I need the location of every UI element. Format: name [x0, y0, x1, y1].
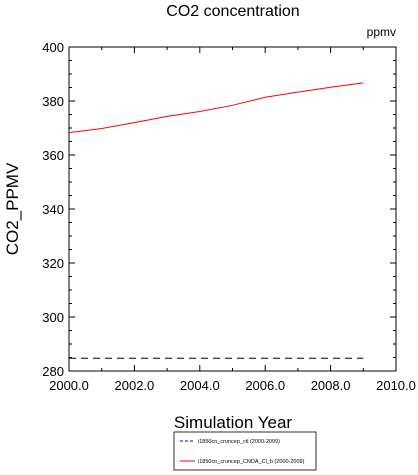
y-tick-label: 380 [42, 94, 64, 109]
y-tick-label: 360 [42, 148, 64, 163]
y-tick-label: 300 [42, 310, 64, 325]
x-tick-label: 2006.0 [245, 378, 285, 393]
x-tick-label: 2010.0 [376, 378, 416, 393]
chart-title: CO2 concentration [166, 3, 299, 20]
y-tick-label: 280 [42, 364, 64, 379]
units-label: ppmv [367, 25, 396, 39]
series-line-1 [68, 82, 364, 134]
series-layer [68, 82, 364, 359]
legend-entry-ctl: i1850cn_cruncep_ctl (2000-2009) [198, 439, 280, 445]
legend-entry-cnda: i1850cn_cruncep_CNDA_Cl_b (2000-2009) [198, 459, 305, 465]
x-tick-label: 2008.0 [311, 378, 351, 393]
x-tick-label: 2000.0 [49, 378, 89, 393]
y-axis-label: CO2_PPMV [3, 162, 22, 255]
y-axis-ticks: 280 300 320 340 360 380 400 [42, 40, 396, 379]
x-axis-label: Simulation Year [174, 413, 292, 432]
x-tick-label: 2002.0 [115, 378, 155, 393]
legend-box [173, 431, 317, 471]
legend: i1850cn_cruncep_ctl (2000-2009) i1850cn_… [173, 431, 317, 471]
plot-frame [68, 46, 397, 372]
y-tick-label: 400 [42, 40, 64, 55]
y-tick-label: 320 [42, 256, 64, 271]
x-tick-label: 2004.0 [180, 378, 220, 393]
x-axis-ticks: 2000.0 2002.0 2004.0 2006.0 2008.0 2010.0 [49, 47, 416, 393]
y-tick-label: 340 [42, 202, 64, 217]
